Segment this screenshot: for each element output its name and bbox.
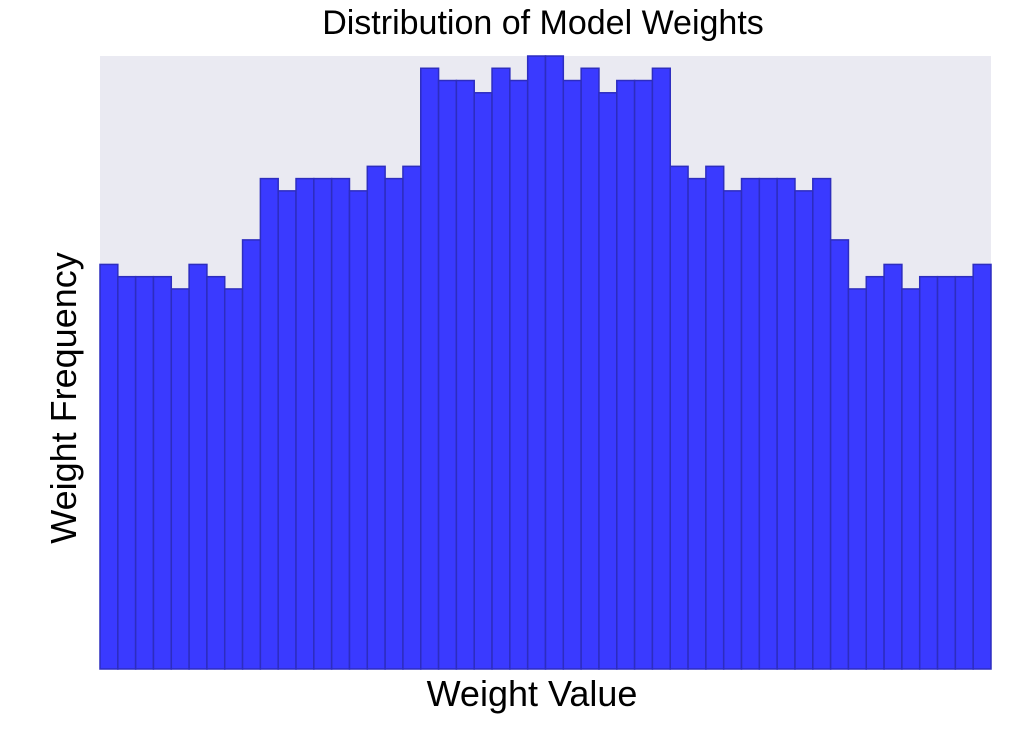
histogram-bar-46 [901, 288, 921, 670]
histogram-bar-48 [936, 275, 957, 670]
histogram-bar-39 [776, 177, 796, 670]
histogram-bar-30 [616, 79, 636, 670]
histogram-bar-47 [918, 275, 939, 670]
histogram-bar-13 [313, 177, 333, 670]
histogram-bar-42 [829, 239, 850, 670]
x-axis-label: Weight Value [427, 673, 638, 714]
histogram-bar-17 [384, 177, 404, 670]
histogram-bar-27 [562, 79, 582, 670]
histogram-bar-37 [740, 177, 761, 670]
histogram-bar-6 [188, 263, 208, 670]
histogram-bar-25 [526, 55, 547, 670]
histogram-bars [99, 55, 992, 670]
histogram-bar-43 [847, 288, 868, 670]
histogram-bar-33 [669, 165, 689, 670]
histogram-bar-45 [883, 263, 903, 670]
histogram-bar-15 [348, 190, 369, 670]
histogram-bar-49 [954, 275, 974, 670]
chart-title: Distribution of Model Weights [322, 4, 764, 42]
histogram-bar-38 [758, 177, 778, 670]
histogram-bar-41 [812, 177, 832, 670]
histogram-bar-26 [544, 55, 565, 670]
histogram-bar-19 [420, 67, 440, 670]
histogram-bar-29 [598, 92, 618, 670]
histogram-bar-32 [651, 67, 671, 670]
histogram-bar-40 [794, 190, 814, 670]
histogram-bar-34 [687, 177, 707, 670]
histogram-bar-10 [259, 177, 279, 670]
histogram-bar-4 [152, 275, 173, 670]
histogram-bar-2 [117, 275, 137, 670]
histogram-bar-16 [366, 165, 386, 670]
histogram-bar-9 [241, 239, 262, 670]
histogram-bar-21 [455, 79, 475, 670]
histogram-bar-8 [223, 288, 244, 670]
histogram-bar-12 [295, 177, 315, 670]
histogram-bar-31 [633, 79, 654, 670]
histogram-bar-20 [437, 79, 458, 670]
histogram-bar-44 [865, 275, 885, 670]
histogram-bar-36 [722, 190, 743, 670]
histogram-bar-18 [402, 165, 422, 670]
histogram-bar-11 [277, 190, 297, 670]
histogram-bar-14 [330, 177, 351, 670]
histogram-bar-22 [473, 92, 493, 670]
histogram-bar-3 [134, 275, 155, 670]
histogram-bar-24 [509, 79, 529, 670]
y-axis-label: Weight Frequency [43, 252, 84, 543]
histogram-bar-35 [705, 165, 725, 670]
histogram-bar-23 [491, 67, 511, 670]
histogram-bar-28 [580, 67, 600, 670]
histogram-bar-5 [170, 288, 190, 670]
histogram-bar-1 [99, 263, 119, 670]
histogram-bar-7 [206, 275, 226, 670]
histogram-bar-50 [972, 263, 992, 670]
